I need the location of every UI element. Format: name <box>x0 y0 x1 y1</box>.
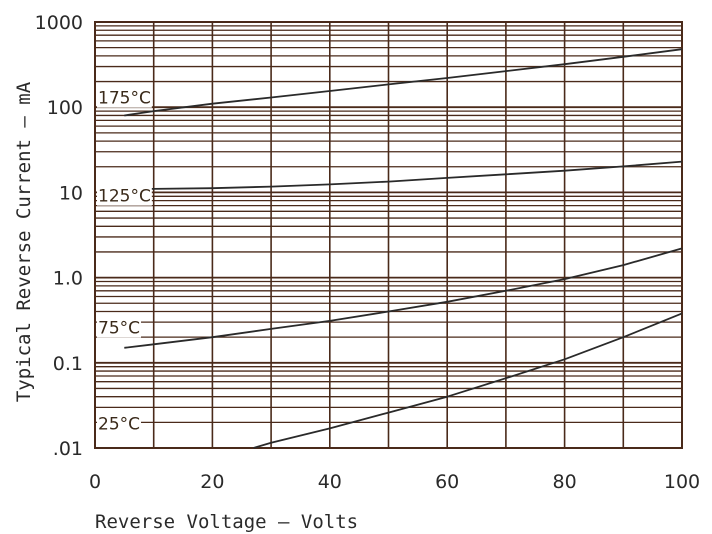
curve-label-175c: 175°C <box>98 89 151 109</box>
y-axis-label: Typical Reverse Current — mA <box>13 81 35 402</box>
y-tick-label: 100 <box>47 97 83 119</box>
curve-label-background <box>97 89 152 108</box>
y-tick-label: 1000 <box>35 12 83 34</box>
curve-label-background <box>97 319 142 338</box>
x-tick-label: 0 <box>89 471 101 493</box>
curve-75c <box>124 247 683 349</box>
x-tick-label: 60 <box>435 471 459 493</box>
y-tick-label: 0.1 <box>53 353 83 375</box>
y-tick-label: 10 <box>59 182 83 204</box>
y-tick-label: 1.0 <box>53 268 83 290</box>
x-tick-label: 80 <box>553 471 577 493</box>
x-axis-label: Reverse Voltage — Volts <box>95 511 358 533</box>
curve-label-75c: 75°C <box>98 319 140 339</box>
curve-labels: 175°C 125°C 75°C 25°C <box>97 89 152 434</box>
curve-label-background <box>97 187 152 206</box>
x-tick-label: 20 <box>200 471 224 493</box>
curve-label-background <box>97 415 142 434</box>
curve-label-25c: 25°C <box>98 414 140 434</box>
curve-25c <box>253 312 683 449</box>
x-tick-label: 40 <box>318 471 342 493</box>
curves <box>124 48 683 449</box>
x-tick-label: 100 <box>664 471 700 493</box>
curve-175c <box>124 48 683 117</box>
curve-label-125c: 125°C <box>98 187 151 207</box>
y-tick-label: .01 <box>53 438 83 460</box>
curve-125c <box>124 160 683 190</box>
grid <box>94 21 683 449</box>
tick-labels: 0 20 40 60 80 100 .01 0.1 1.0 10 100 1000 <box>35 12 700 493</box>
